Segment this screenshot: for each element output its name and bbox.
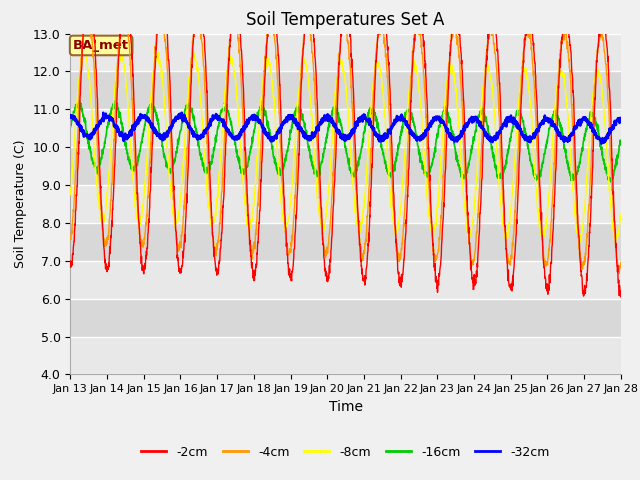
Bar <box>70 336 621 374</box>
Text: BA_met: BA_met <box>73 39 129 52</box>
Legend: -2cm, -4cm, -8cm, -16cm, -32cm: -2cm, -4cm, -8cm, -16cm, -32cm <box>136 441 555 464</box>
Bar <box>70 185 621 223</box>
X-axis label: Time: Time <box>328 400 363 414</box>
Bar <box>70 223 621 261</box>
Bar <box>70 299 621 336</box>
Y-axis label: Soil Temperature (C): Soil Temperature (C) <box>14 140 28 268</box>
Bar <box>70 147 621 185</box>
Bar <box>70 261 621 299</box>
Bar <box>70 34 621 72</box>
Bar <box>70 109 621 147</box>
Title: Soil Temperatures Set A: Soil Temperatures Set A <box>246 11 445 29</box>
Bar <box>70 72 621 109</box>
